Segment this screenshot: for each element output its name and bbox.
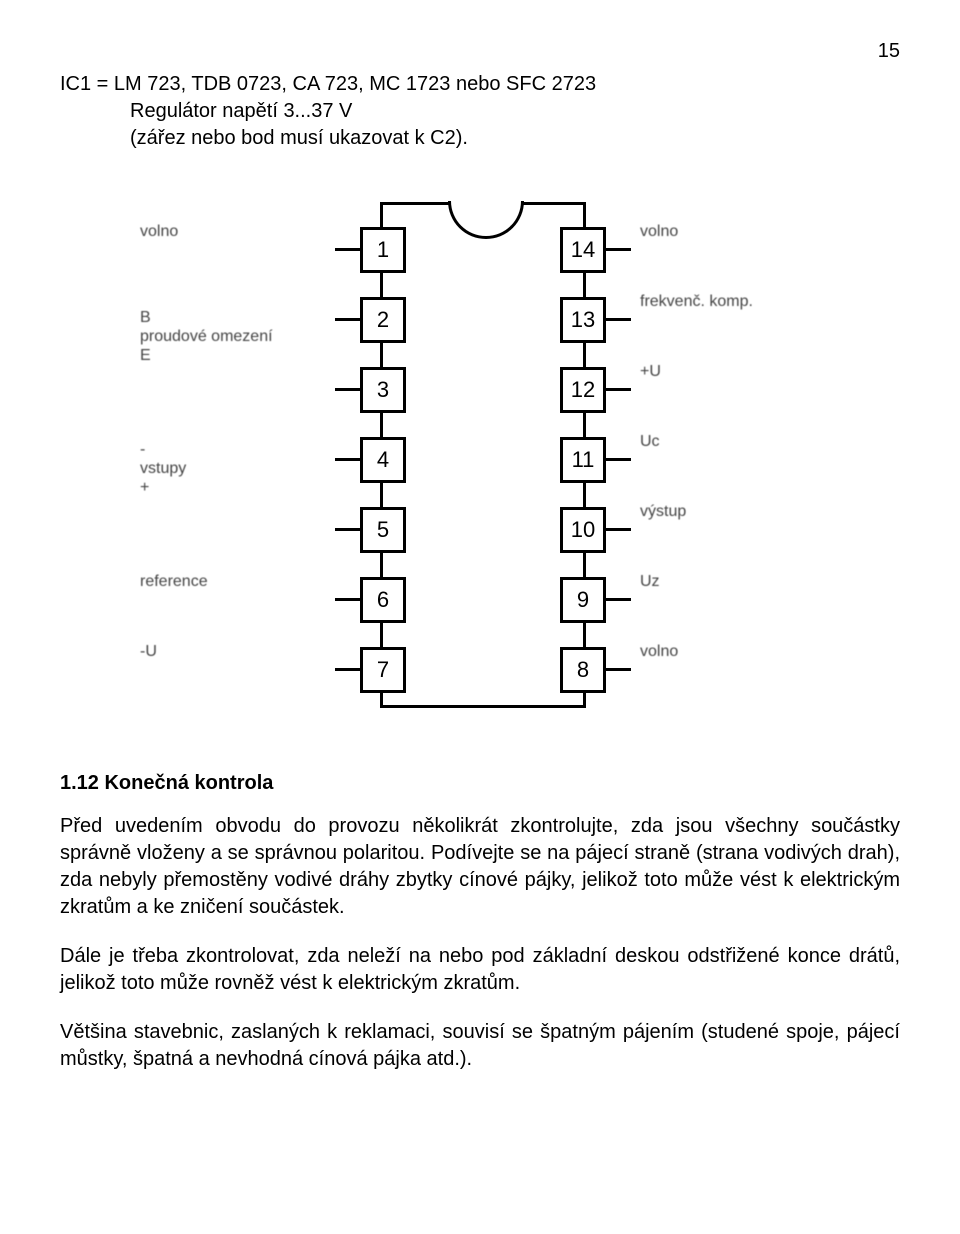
pin-label-right: frekvenč. komp. — [640, 292, 840, 311]
pin-label-left: volno — [140, 222, 320, 241]
pin-9: 9 — [560, 577, 606, 623]
pin-label-right: +U — [640, 362, 840, 381]
pin-12: 12 — [560, 367, 606, 413]
pin-11: 11 — [560, 437, 606, 483]
pin-label-left: B proudové omezení E — [140, 308, 320, 366]
header-line1: IC1 = LM 723, TDB 0723, CA 723, MC 1723 … — [60, 71, 900, 98]
pin-label-right: Uz — [640, 572, 840, 591]
pin-2: 2 — [360, 297, 406, 343]
chip-diagram: 1234567141312111098volnoB proudové omeze… — [60, 192, 900, 722]
chip-body: 1234567141312111098 — [380, 202, 586, 708]
section-heading: 1.12 Konečná kontrola — [60, 772, 900, 795]
pin-label-left: -U — [140, 642, 320, 661]
pin-8: 8 — [560, 647, 606, 693]
pin-label-right: volno — [640, 642, 840, 661]
page-number: 15 — [60, 40, 900, 63]
pin-5: 5 — [360, 507, 406, 553]
pin-10: 10 — [560, 507, 606, 553]
pin-14: 14 — [560, 227, 606, 273]
header-block: IC1 = LM 723, TDB 0723, CA 723, MC 1723 … — [60, 71, 900, 152]
paragraph-1: Před uvedením obvodu do provozu několikr… — [60, 813, 900, 921]
paragraph-2: Dále je třeba zkontrolovat, zda neleží n… — [60, 943, 900, 997]
pin-label-left: - vstupy + — [140, 440, 320, 498]
pin-1: 1 — [360, 227, 406, 273]
pin-label-right: volno — [640, 222, 840, 241]
pin-label-left: reference — [140, 572, 320, 591]
pin-7: 7 — [360, 647, 406, 693]
pin-4: 4 — [360, 437, 406, 483]
pin-label-right: Uc — [640, 432, 840, 451]
header-line3: (zářez nebo bod musí ukazovat k C2). — [60, 125, 900, 152]
paragraph-3: Většina stavebnic, zaslaných k reklamaci… — [60, 1019, 900, 1073]
pin-3: 3 — [360, 367, 406, 413]
pin-label-right: výstup — [640, 502, 840, 521]
header-line2: Regulátor napětí 3...37 V — [60, 98, 900, 125]
pin-13: 13 — [560, 297, 606, 343]
pin-6: 6 — [360, 577, 406, 623]
chip-notch — [448, 201, 524, 239]
